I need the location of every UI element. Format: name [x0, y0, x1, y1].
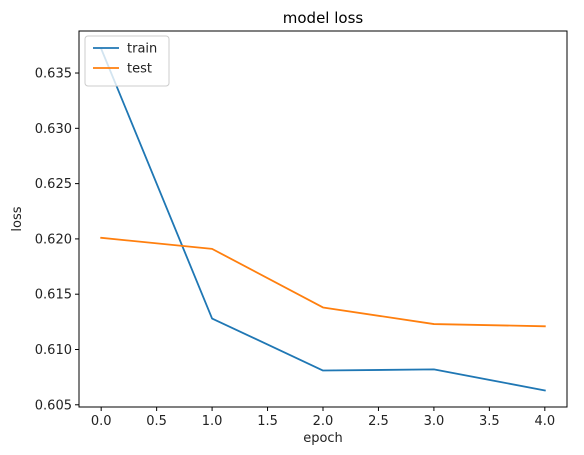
x-tick-label: 4.0	[534, 414, 555, 429]
x-tick-label: 0.5	[146, 414, 167, 429]
x-tick-label: 0.0	[91, 414, 112, 429]
y-axis-label: loss	[10, 206, 25, 231]
chart-title: model loss	[283, 9, 364, 27]
x-tick-label: 3.0	[424, 414, 445, 429]
y-tick-label: 0.630	[35, 122, 72, 137]
x-tick-label: 2.5	[368, 414, 389, 429]
legend-label-test: test	[127, 62, 152, 77]
y-tick-label: 0.615	[35, 288, 72, 303]
series-line-test	[100, 236, 546, 328]
series-line-train	[100, 47, 546, 392]
y-tick-label: 0.625	[35, 177, 72, 192]
x-tick-label: 1.5	[257, 414, 278, 429]
legend-label-train: train	[127, 42, 157, 57]
x-axis-ticks: 0.0 0.5 1.0 1.5 2.0 2.5 3.0 3.5 4.0	[91, 407, 555, 429]
plot-frame	[78, 30, 568, 408]
y-tick-label: 0.635	[35, 67, 72, 82]
y-tick-label: 0.620	[35, 232, 72, 247]
y-tick-label: 0.605	[35, 398, 72, 413]
y-axis-ticks: 0.605 0.610 0.615 0.620 0.625 0.630 0.635	[35, 67, 79, 413]
x-tick-label: 3.5	[479, 414, 500, 429]
x-tick-label: 2.0	[313, 414, 334, 429]
legend: train test	[84, 35, 170, 87]
x-axis-label: epoch	[303, 431, 343, 446]
y-tick-label: 0.610	[35, 343, 72, 358]
plot-area	[79, 31, 567, 407]
x-tick-label: 1.0	[202, 414, 223, 429]
series-lines	[100, 47, 546, 392]
